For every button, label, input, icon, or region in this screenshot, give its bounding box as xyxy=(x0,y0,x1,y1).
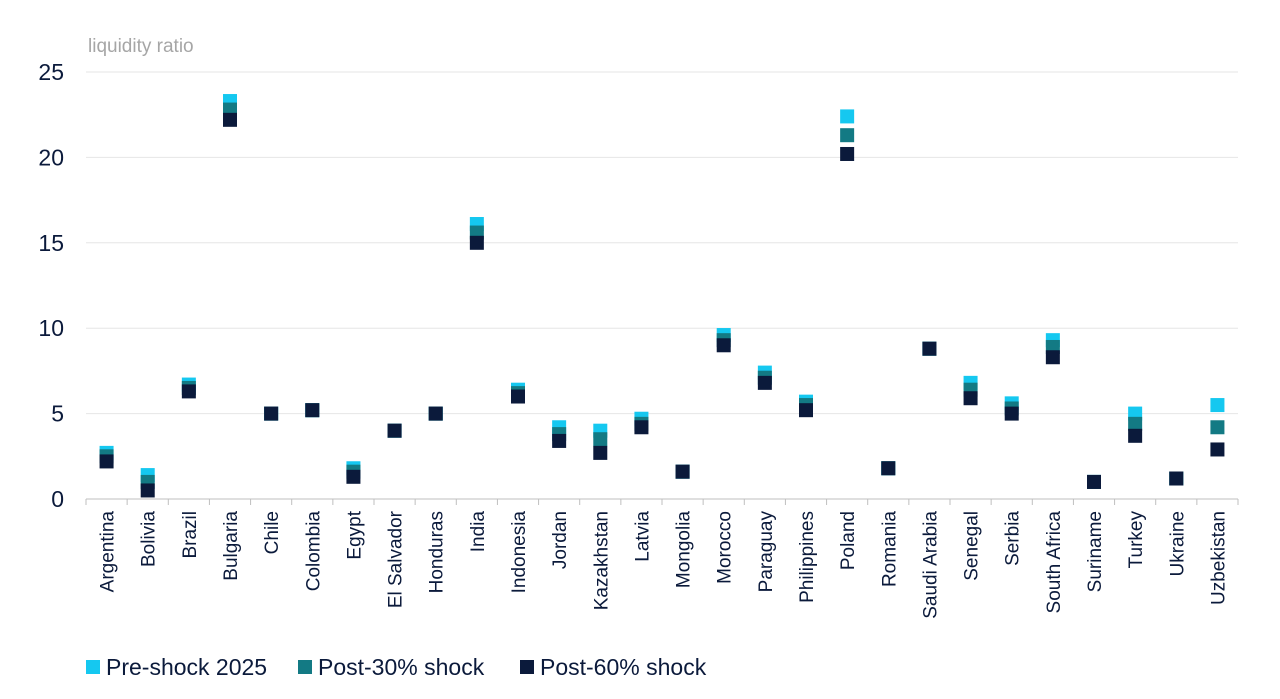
marker-post-60-shock-serbia xyxy=(1004,406,1019,421)
marker-post-60-shock-jordan xyxy=(552,433,567,448)
x-tick-label: Latvia xyxy=(632,511,653,562)
marker-post-60-shock-poland xyxy=(840,146,855,161)
marker-post-60-shock-bolivia xyxy=(140,483,155,498)
marker-post-60-shock-india xyxy=(469,235,484,250)
marker-pre-shock-2025-uzbekistan xyxy=(1210,398,1225,413)
x-tick-label: Bulgaria xyxy=(221,511,242,581)
marker-post-60-shock-ukraine xyxy=(1169,471,1184,486)
y-tick-label: 20 xyxy=(38,144,64,170)
x-tick-label: Ukraine xyxy=(1167,511,1188,576)
legend-label: Post-60% shock xyxy=(540,654,707,680)
y-tick-label: 0 xyxy=(51,486,64,512)
marker-post-30-shock-uzbekistan xyxy=(1210,420,1225,435)
marker-post-60-shock-brazil xyxy=(181,384,196,399)
legend-label: Post-30% shock xyxy=(318,654,485,680)
y-tick-label: 15 xyxy=(38,230,64,256)
x-tick-label: Paraguay xyxy=(756,511,777,593)
marker-post-60-shock-kazakhstan xyxy=(593,445,608,460)
marker-post-30-shock-kazakhstan xyxy=(593,432,608,447)
x-tick-label: Brazil xyxy=(180,511,201,559)
x-tick-label: Honduras xyxy=(427,511,448,593)
x-tick-label: Serbia xyxy=(1003,511,1024,566)
marker-post-60-shock-romania xyxy=(881,461,896,476)
marker-post-60-shock-mongolia xyxy=(675,464,690,479)
marker-post-60-shock-philippines xyxy=(799,403,813,418)
legend-swatch xyxy=(520,660,534,674)
marker-post-60-shock-south-africa xyxy=(1045,350,1060,365)
x-tick-label: Turkey xyxy=(1126,511,1147,569)
x-tick-label: Kazakhstan xyxy=(591,511,612,610)
x-tick-label: India xyxy=(468,511,489,553)
data-markers xyxy=(99,94,1225,498)
x-tick-label: Chile xyxy=(262,511,283,554)
x-tick-label: Morocco xyxy=(715,511,736,584)
x-tick-label: Egypt xyxy=(344,510,365,559)
marker-post-60-shock-chile xyxy=(264,406,279,421)
legend: Pre-shock 2025 Post-30% shock Post-60% sho… xyxy=(86,654,707,680)
x-tick-label: Senegal xyxy=(962,511,983,581)
marker-post-30-shock-turkey xyxy=(1128,416,1143,431)
marker-post-60-shock-latvia xyxy=(634,420,649,435)
marker-post-30-shock-poland xyxy=(840,128,855,143)
marker-post-60-shock-turkey xyxy=(1128,428,1143,443)
y-tick-labels: 0 5 10 15 20 25 xyxy=(38,59,64,512)
marker-post-60-shock-senegal xyxy=(963,391,978,406)
x-tick-label: Argentina xyxy=(98,511,119,593)
x-tick-label: Saudi Arabia xyxy=(920,511,941,619)
marker-post-60-shock-argentina xyxy=(99,454,114,469)
marker-post-60-shock-colombia xyxy=(305,403,320,418)
gridlines xyxy=(86,71,1238,415)
x-tick-label: Indonesia xyxy=(509,511,530,594)
x-tick-label: El Salvador xyxy=(386,510,407,608)
marker-post-60-shock-indonesia xyxy=(511,389,525,404)
y-tick-label: 5 xyxy=(51,401,64,427)
legend-swatch xyxy=(298,660,312,674)
x-tick-label: Philippines xyxy=(797,511,818,603)
y-tick-label: 25 xyxy=(38,59,64,85)
marker-post-60-shock-suriname xyxy=(1087,474,1101,489)
marker-pre-shock-2025-poland xyxy=(840,109,855,124)
x-tick-label: Jordan xyxy=(550,511,571,569)
x-tick-label: Bolivia xyxy=(139,511,160,567)
legend-label: Pre-shock 2025 xyxy=(106,654,267,680)
x-tick-labels: Argentina Bolivia Brazil Bulgaria Chile Colom… xyxy=(85,499,1239,619)
marker-post-60-shock-paraguay xyxy=(757,375,772,390)
marker-post-60-shock-morocco xyxy=(716,338,731,353)
marker-post-60-shock-egypt xyxy=(346,469,361,484)
x-tick-label: Uzbekistan xyxy=(1208,511,1229,605)
x-tick-label: South Africa xyxy=(1044,511,1065,614)
y-axis-label: liquidity ratio xyxy=(88,36,194,57)
marker-post-60-shock-honduras xyxy=(428,406,443,421)
x-tick-label: Poland xyxy=(838,511,859,570)
x-tick-label: Mongolia xyxy=(674,511,695,589)
marker-post-60-shock-el-salvador xyxy=(387,423,402,438)
legend-swatch xyxy=(86,660,100,674)
x-tick-label: Romania xyxy=(879,511,900,587)
marker-post-60-shock-bulgaria xyxy=(223,112,237,127)
x-tick-label: Colombia xyxy=(303,511,324,592)
x-tick-label: Suriname xyxy=(1085,511,1106,592)
y-tick-label: 10 xyxy=(38,315,64,341)
marker-post-60-shock-uzbekistan xyxy=(1210,442,1225,457)
marker-post-60-shock-saudi-arabia xyxy=(922,341,937,356)
